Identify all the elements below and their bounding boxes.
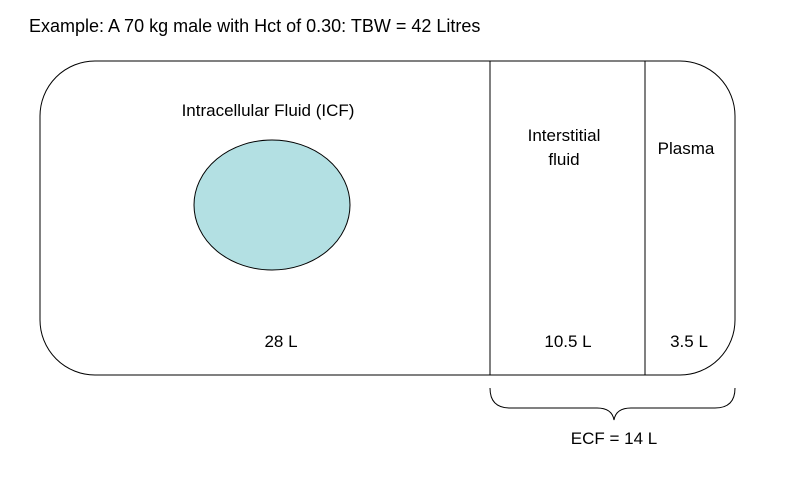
cell-icon [193,139,351,271]
interstitial-volume: 10.5 L [544,332,591,351]
interstitial-label-line1: Interstitial [528,126,601,145]
total-body-water-container [39,60,736,376]
diagram-heading: Example: A 70 kg male with Hct of 0.30: … [29,16,480,36]
plasma-label: Plasma [658,139,715,158]
ecf-brace [489,387,736,421]
icf-volume: 28 L [264,332,297,351]
icf-label: Intracellular Fluid (ICF) [182,101,355,120]
ecf-total-label: ECF = 14 L [571,429,657,448]
interstitial-label-line2: fluid [548,150,579,169]
plasma-volume: 3.5 L [670,332,708,351]
